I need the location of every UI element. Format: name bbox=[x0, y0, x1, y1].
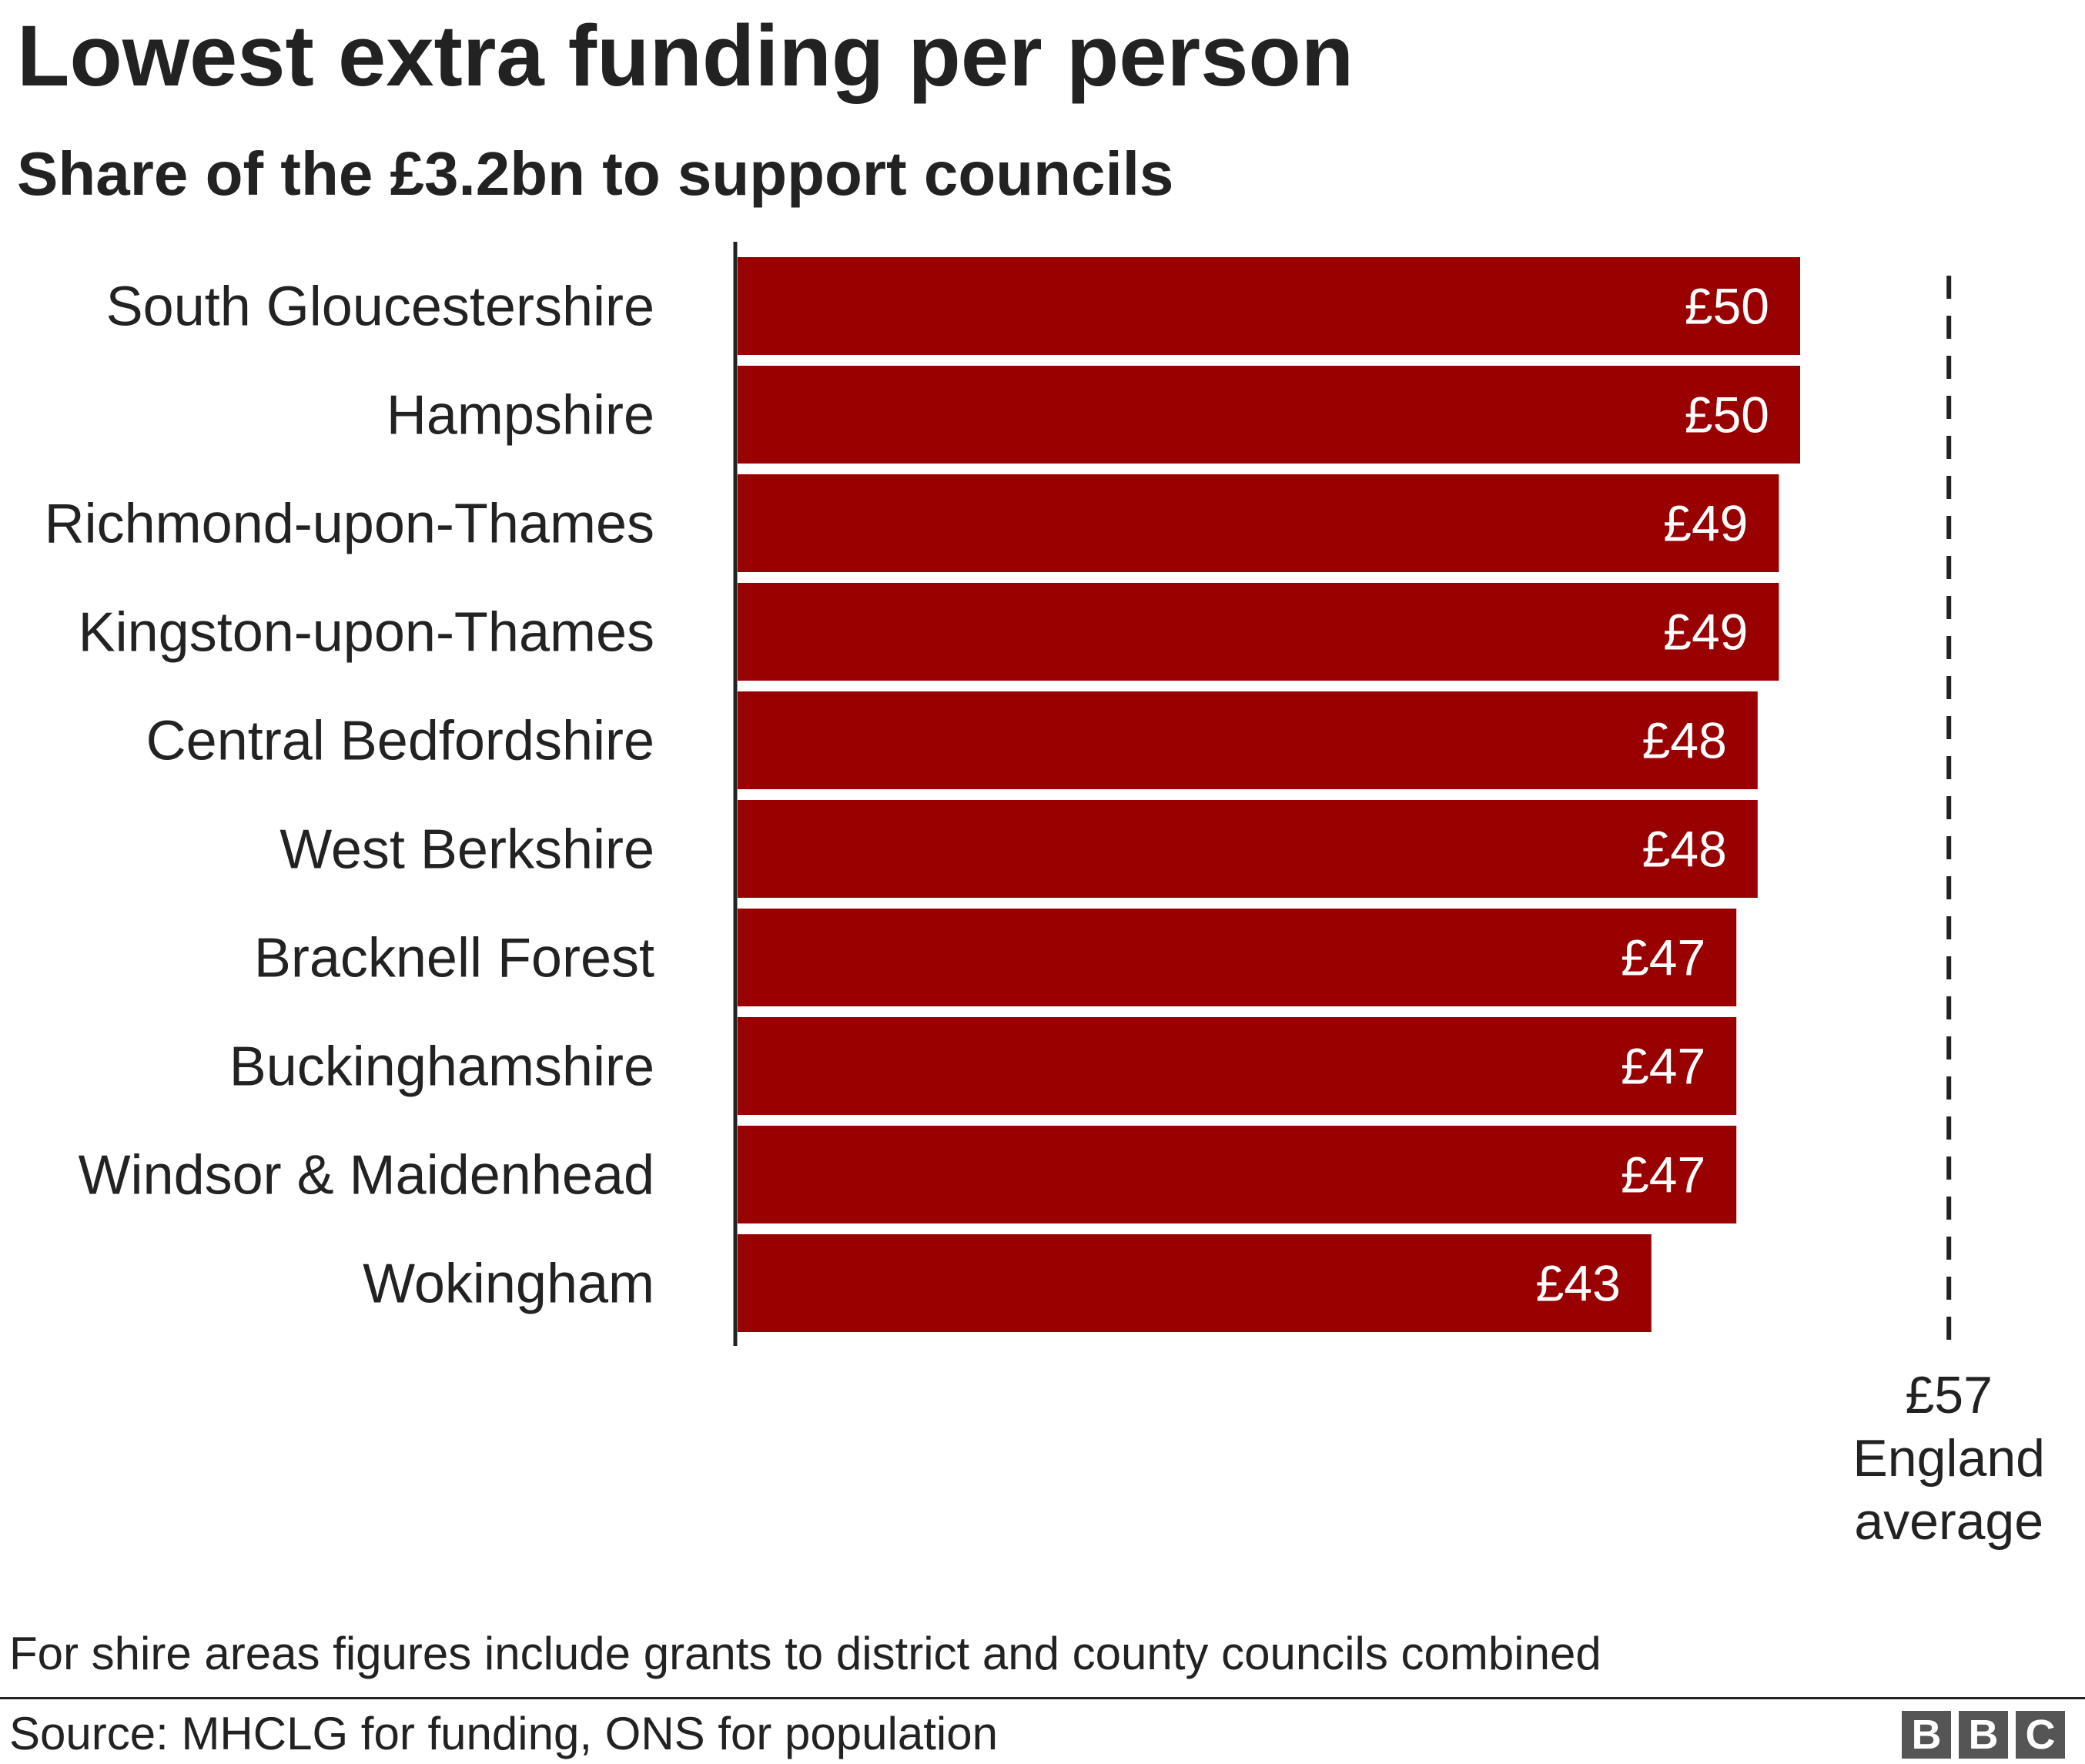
data-label: £48 bbox=[1642, 821, 1727, 878]
bbc-logo: B B C bbox=[1902, 1711, 2065, 1759]
category-label: Buckinghamshire bbox=[229, 1036, 654, 1098]
category-label: Richmond-upon-Thames bbox=[45, 494, 654, 555]
data-label: £43 bbox=[1536, 1255, 1621, 1312]
data-label: £49 bbox=[1663, 495, 1748, 552]
bbc-logo-letter: B bbox=[1959, 1711, 2008, 1759]
source-text: Source: MHCLG for funding, ONS for popul… bbox=[9, 1708, 998, 1759]
bar bbox=[738, 909, 1737, 1006]
bbc-logo-letter: C bbox=[2016, 1711, 2065, 1759]
bar bbox=[738, 474, 1779, 572]
chart-title: Lowest extra funding per person bbox=[17, 8, 1354, 104]
data-label: £47 bbox=[1621, 1038, 1705, 1095]
footer-divider bbox=[0, 1697, 2085, 1699]
category-label: Kingston-upon-Thames bbox=[79, 602, 654, 664]
bar bbox=[738, 1017, 1737, 1115]
data-label: £49 bbox=[1663, 604, 1748, 661]
bar bbox=[738, 691, 1758, 789]
data-label: £50 bbox=[1685, 278, 1769, 335]
chart-subtitle: Share of the £3.2bn to support councils bbox=[17, 139, 1174, 208]
bbc-logo-letter: B bbox=[1902, 1711, 1951, 1759]
data-label: £48 bbox=[1642, 712, 1727, 769]
bar bbox=[738, 800, 1758, 898]
reference-label: £57 bbox=[1905, 1366, 1992, 1424]
reference-label: England bbox=[1852, 1429, 2045, 1488]
category-label: Bracknell Forest bbox=[254, 928, 654, 989]
bars-layer: South Gloucestershire £50 Hampshire £50 Rich… bbox=[45, 257, 1800, 1332]
category-label: West Berkshire bbox=[279, 819, 654, 881]
data-label: £47 bbox=[1621, 1146, 1705, 1203]
data-label: £47 bbox=[1621, 929, 1705, 986]
category-label: Wokingham bbox=[363, 1254, 654, 1315]
category-label: Central Bedfordshire bbox=[146, 711, 654, 772]
bar bbox=[738, 1126, 1737, 1223]
category-label: Windsor & Maidenhead bbox=[79, 1145, 654, 1207]
bar bbox=[738, 366, 1800, 464]
footnote: For shire areas figures include grants t… bbox=[9, 1628, 1601, 1679]
category-label: Hampshire bbox=[387, 385, 654, 447]
bar bbox=[738, 1234, 1652, 1332]
category-label: South Gloucestershire bbox=[106, 276, 654, 338]
reference-label: average bbox=[1854, 1492, 2043, 1551]
data-label: £50 bbox=[1685, 387, 1769, 444]
bar bbox=[738, 257, 1800, 355]
bar-chart: South Gloucestershire £50 Hampshire £50 Rich… bbox=[45, 242, 2045, 1551]
bar bbox=[738, 583, 1779, 681]
